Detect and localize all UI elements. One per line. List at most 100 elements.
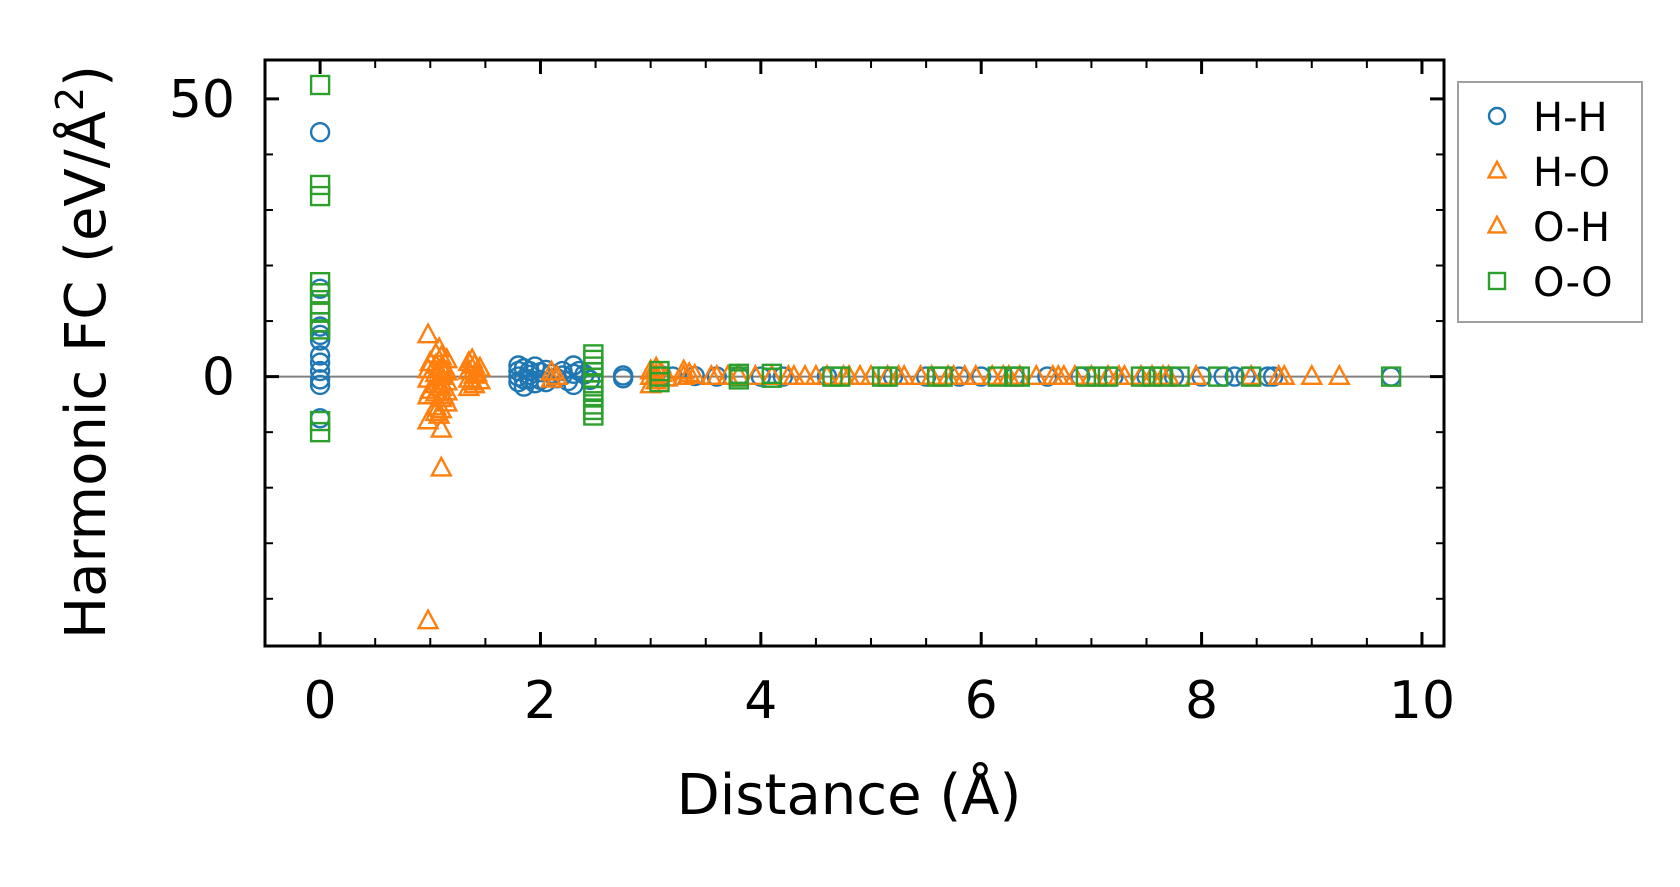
data-point-o-h bbox=[887, 363, 911, 386]
data-point-h-h bbox=[309, 369, 331, 390]
data-point-h-o bbox=[1063, 363, 1087, 386]
data-point-o-o bbox=[1009, 366, 1030, 387]
data-point-h-o bbox=[920, 363, 944, 386]
tick-labels: 0 2 4 6 8 10 0 50 bbox=[169, 70, 1455, 731]
data-point-o-h bbox=[942, 363, 966, 386]
data-point-o-o bbox=[649, 371, 670, 393]
data-point-h-o bbox=[429, 455, 453, 477]
data-point-o-o bbox=[1086, 366, 1108, 387]
y-axis-label-superscript: 2 bbox=[48, 87, 92, 111]
data-point-h-o bbox=[793, 363, 817, 386]
legend-item-o-h: O-H bbox=[1486, 205, 1610, 251]
data-point-h-h bbox=[524, 356, 546, 377]
data-point-h-o bbox=[1129, 363, 1153, 386]
data-point-h-o bbox=[1184, 363, 1208, 386]
data-point-o-h bbox=[418, 377, 442, 399]
legend-label-o-o: O-O bbox=[1533, 260, 1613, 306]
data-point-h-h bbox=[1224, 366, 1245, 387]
data-point-o-o bbox=[761, 367, 783, 388]
data-point-o-h bbox=[460, 347, 484, 369]
data-point-o-h bbox=[776, 363, 800, 386]
legend-marker-o-o bbox=[1487, 271, 1507, 291]
x-tick-label: 6 bbox=[965, 671, 998, 731]
series-h-o bbox=[416, 322, 1351, 630]
data-point-h-o bbox=[672, 358, 696, 380]
data-point-o-h bbox=[427, 402, 451, 424]
data-point-o-o bbox=[309, 185, 331, 207]
data-point-h-o bbox=[804, 363, 828, 386]
y-axis-label-close: ) bbox=[54, 65, 119, 87]
data-point-h-h bbox=[971, 366, 992, 387]
data-point-o-o bbox=[987, 366, 1008, 387]
data-point-h-h bbox=[1191, 366, 1212, 387]
data-point-o-h bbox=[1151, 363, 1175, 386]
data-point-h-o bbox=[429, 374, 453, 397]
data-point-h-o bbox=[1140, 363, 1164, 386]
data-point-h-o bbox=[416, 322, 440, 344]
data-point-o-h bbox=[418, 349, 442, 372]
data-point-o-o bbox=[1169, 366, 1190, 387]
legend-item-o-o: O-O bbox=[1487, 260, 1613, 306]
axes-frame bbox=[263, 58, 1446, 648]
data-point-o-h bbox=[1046, 363, 1070, 386]
data-point-o-o bbox=[1141, 366, 1163, 387]
legend-label-h-o: H-O bbox=[1533, 150, 1610, 196]
data-point-o-o bbox=[309, 319, 331, 340]
data-point-h-o bbox=[1300, 363, 1324, 386]
data-point-o-o bbox=[309, 74, 331, 96]
data-point-h-o bbox=[545, 363, 569, 386]
data-point-h-h bbox=[309, 345, 331, 366]
data-point-h-o bbox=[705, 363, 729, 386]
data-point-o-o bbox=[1130, 366, 1152, 387]
data-point-h-o bbox=[743, 363, 767, 386]
data-point-o-h bbox=[677, 360, 701, 383]
data-point-o-o bbox=[309, 421, 331, 443]
data-point-o-o bbox=[728, 369, 750, 390]
data-point-o-o bbox=[1152, 366, 1174, 387]
data-point-h-h bbox=[772, 366, 794, 387]
data-point-h-o bbox=[953, 363, 977, 386]
data-point-o-h bbox=[991, 363, 1015, 386]
data-point-h-o bbox=[1008, 363, 1032, 386]
data-point-o-h bbox=[432, 383, 455, 405]
legend-items: H-H H-O O-H O-O bbox=[1486, 95, 1613, 306]
data-point-h-h bbox=[915, 366, 937, 387]
data-point-o-o bbox=[309, 271, 331, 293]
legend-item-h-h: H-H bbox=[1487, 95, 1608, 141]
data-point-o-o bbox=[1207, 366, 1229, 387]
data-point-h-o bbox=[876, 363, 900, 386]
data-point-h-h bbox=[579, 369, 601, 391]
y-axis-label-main: Harmonic FC (eV/Å bbox=[53, 111, 119, 639]
y-tick-label: 0 bbox=[202, 348, 235, 408]
data-point-h-h bbox=[309, 374, 331, 396]
x-tick-label: 8 bbox=[1185, 671, 1218, 731]
data-point-h-o bbox=[540, 359, 563, 381]
data-point-h-o bbox=[848, 363, 872, 386]
data-point-o-o bbox=[309, 283, 331, 304]
data-point-o-o bbox=[1380, 366, 1402, 387]
data-point-o-o bbox=[309, 174, 331, 196]
legend-marker-o-h bbox=[1486, 214, 1508, 234]
x-tick-label: 0 bbox=[304, 671, 337, 731]
data-point-o-o bbox=[877, 366, 898, 387]
legend-marker-h-o bbox=[1486, 159, 1508, 179]
data-point-o-o bbox=[309, 410, 331, 432]
data-point-h-o bbox=[1096, 363, 1120, 386]
data-point-h-o bbox=[1024, 363, 1048, 386]
legend-label-h-h: H-H bbox=[1533, 95, 1608, 141]
data-point-h-o bbox=[1272, 363, 1296, 386]
x-axis-label: Distance (Å) bbox=[677, 762, 1022, 828]
data-point-o-h bbox=[427, 335, 451, 358]
data-point-h-o bbox=[859, 363, 883, 386]
data-point-h-o bbox=[964, 363, 988, 386]
data-point-h-o bbox=[683, 362, 707, 384]
data-point-o-h bbox=[716, 363, 740, 386]
legend-marker-h-h bbox=[1487, 106, 1507, 126]
data-points bbox=[309, 74, 1402, 630]
y-tick-label: 50 bbox=[169, 70, 235, 130]
data-point-h-o bbox=[416, 608, 440, 630]
data-point-h-o bbox=[540, 366, 563, 388]
